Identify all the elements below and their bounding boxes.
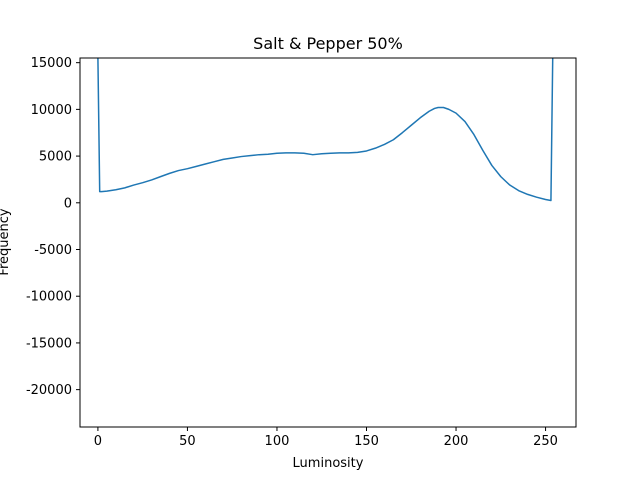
y-tick-label: 5000 (39, 150, 72, 165)
y-tick-label: 15000 (31, 56, 72, 71)
x-tick-label: 250 (533, 434, 558, 449)
x-tick-label: 50 (179, 434, 196, 449)
series-line-0 (97, 58, 554, 202)
x-tick-label: 100 (265, 434, 290, 449)
x-tick-label: 150 (354, 434, 379, 449)
plot-layer (97, 58, 554, 202)
x-axis-title: Luminosity (293, 456, 364, 471)
y-tick-label: 10000 (31, 103, 72, 118)
y-tick-label: -10000 (26, 290, 72, 305)
plot-frame (79, 57, 577, 428)
y-tick-label: 0 (64, 196, 72, 211)
y-tick-label: -5000 (34, 243, 72, 258)
y-tick-label: -20000 (26, 383, 72, 398)
y-tick-label: -15000 (26, 336, 72, 351)
chart-title: Salt & Pepper 50% (253, 34, 403, 53)
x-tick-label: 200 (444, 434, 469, 449)
y-axis-title: Frequency (0, 208, 12, 275)
x-tick-label: 0 (94, 434, 102, 449)
